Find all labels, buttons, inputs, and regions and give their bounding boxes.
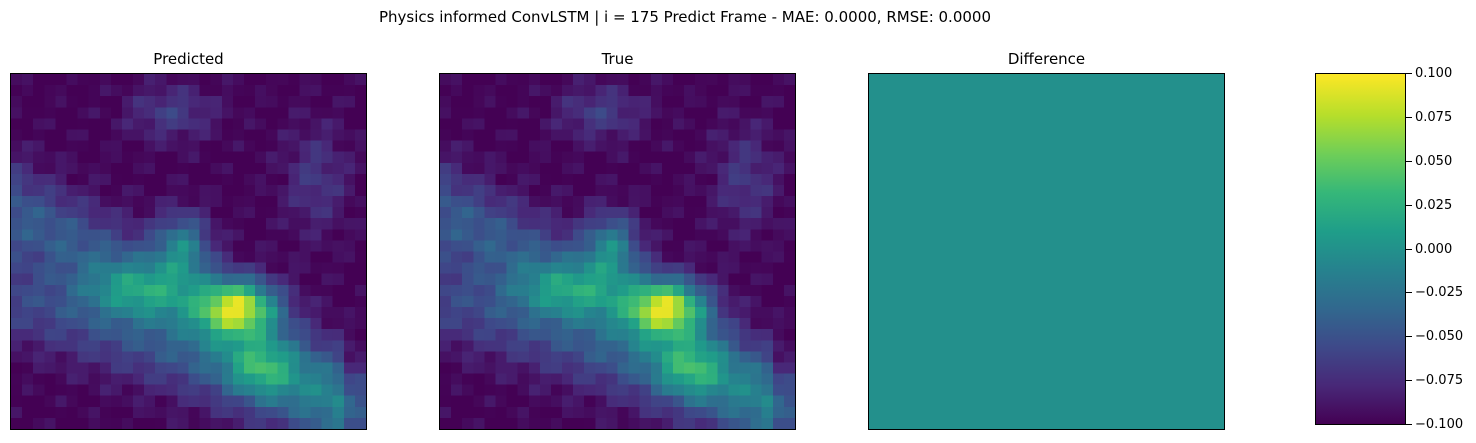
colorbar-tick-label: −0.050	[1415, 329, 1464, 345]
colorbar-tick	[1406, 380, 1412, 382]
colorbar-tick-label: −0.100	[1415, 417, 1464, 432]
true-heatmap	[439, 73, 796, 430]
colorbar-tick	[1406, 160, 1412, 162]
colorbar-tick	[1406, 336, 1412, 338]
difference-heatmap	[868, 73, 1225, 430]
colorbar-tick-label: 0.100	[1415, 66, 1453, 81]
colorbar-tick	[1406, 292, 1412, 294]
colorbar-tick	[1406, 204, 1412, 206]
panel-title-predicted: Predicted	[153, 50, 224, 68]
colorbar-tick	[1406, 116, 1412, 118]
predicted-heatmap	[10, 73, 367, 430]
panel-title-true: True	[601, 50, 634, 68]
colorbar	[1315, 73, 1406, 425]
colorbar-tick-label: 0.000	[1415, 241, 1453, 257]
panel-title-difference: Difference	[1007, 50, 1086, 68]
colorbar-tick	[1406, 424, 1412, 425]
colorbar-tick-label: −0.025	[1415, 285, 1464, 301]
colorbar-tick-label: 0.075	[1415, 109, 1453, 125]
colorbar-tick-label: 0.050	[1415, 153, 1453, 169]
colorbar-tick	[1406, 73, 1412, 74]
colorbar-tick-label: −0.075	[1415, 373, 1464, 389]
figure-title: Physics informed ConvLSTM | i = 175 Pred…	[379, 8, 991, 26]
colorbar-tick-label: 0.025	[1415, 197, 1453, 213]
colorbar-tick	[1406, 248, 1412, 250]
